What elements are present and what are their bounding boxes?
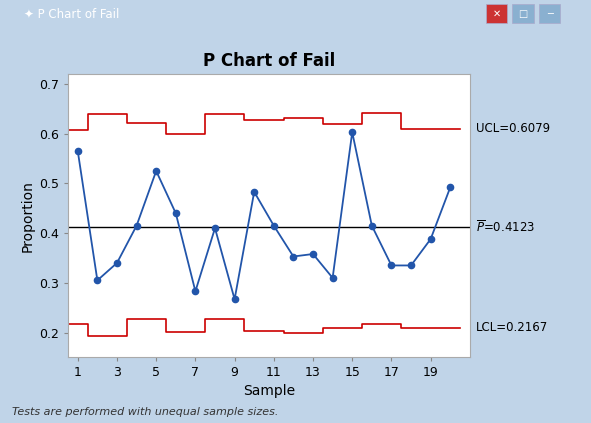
Text: Tests are performed with unequal sample sizes.: Tests are performed with unequal sample …	[12, 407, 278, 417]
Text: ─: ─	[547, 9, 553, 19]
Text: □: □	[518, 9, 528, 19]
FancyBboxPatch shape	[512, 4, 534, 23]
Y-axis label: Proportion: Proportion	[21, 180, 35, 252]
Text: ✦ P Chart of Fail: ✦ P Chart of Fail	[24, 7, 119, 20]
Text: UCL=0.6079: UCL=0.6079	[476, 122, 550, 135]
FancyBboxPatch shape	[486, 4, 507, 23]
Text: LCL=0.2167: LCL=0.2167	[476, 321, 548, 334]
X-axis label: Sample: Sample	[243, 384, 295, 398]
Title: P Chart of Fail: P Chart of Fail	[203, 52, 335, 70]
FancyBboxPatch shape	[539, 4, 560, 23]
Text: ✕: ✕	[492, 9, 501, 19]
Text: $\overline{P}$=0.4123: $\overline{P}$=0.4123	[476, 219, 535, 235]
